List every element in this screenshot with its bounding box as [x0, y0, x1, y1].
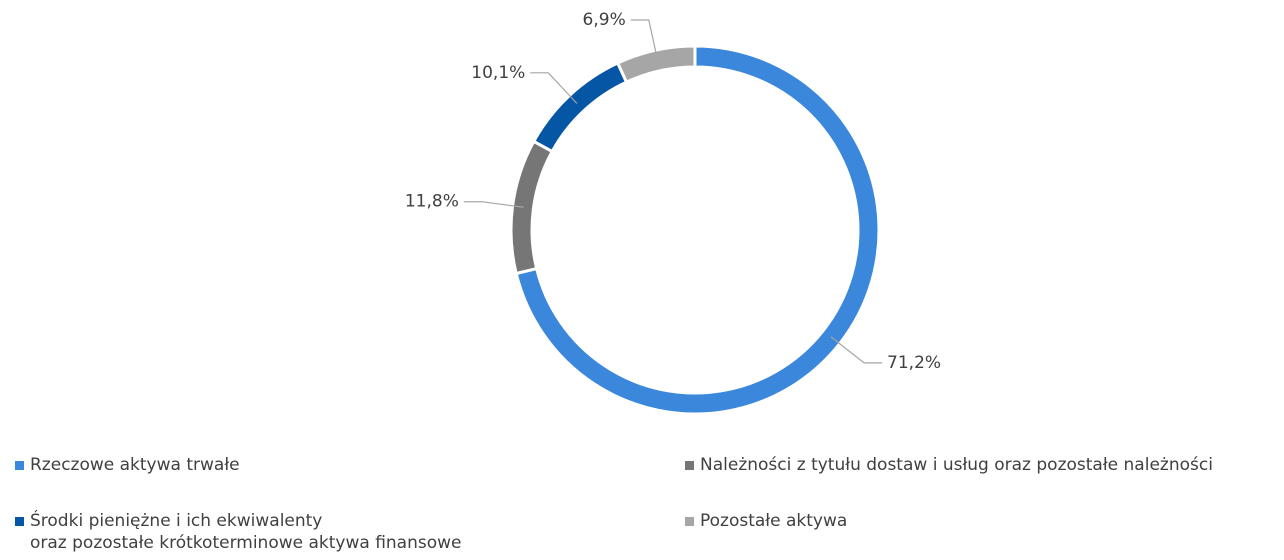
donut-segment	[509, 139, 555, 276]
legend-item: Środki pieniężne i ich ekwiwalenty oraz …	[15, 510, 462, 554]
legend-item: Należności z tytułu dostaw i usług oraz …	[685, 454, 1213, 476]
legend-label: Środki pieniężne i ich ekwiwalenty oraz …	[30, 511, 462, 553]
donut-segment	[615, 44, 697, 85]
legend-label: Rzeczowe aktywa trwałe	[30, 455, 240, 475]
legend-swatch	[15, 517, 24, 526]
data-label: 11,8%	[405, 192, 459, 212]
legend-swatch	[685, 517, 694, 526]
legend-label: Pozostałe aktywa	[700, 511, 848, 531]
leader-line	[830, 336, 883, 364]
legend-swatch	[685, 461, 694, 470]
leader-line	[463, 201, 524, 208]
leader-line	[530, 72, 578, 104]
plot: 71,2% 11,8% 10,1% 6,9%	[405, 10, 941, 416]
data-label: 71,2%	[887, 353, 941, 373]
leader-line	[630, 19, 659, 62]
data-label: 10,1%	[471, 63, 525, 83]
legend-item: Pozostałe aktywa	[685, 510, 847, 532]
donut-segment	[531, 61, 629, 154]
legend-item: Rzeczowe aktywa trwałe	[15, 454, 240, 476]
legend-label: Należności z tytułu dostaw i usług oraz …	[700, 455, 1213, 475]
legend-swatch	[15, 461, 24, 470]
data-label: 6,9%	[583, 10, 626, 30]
